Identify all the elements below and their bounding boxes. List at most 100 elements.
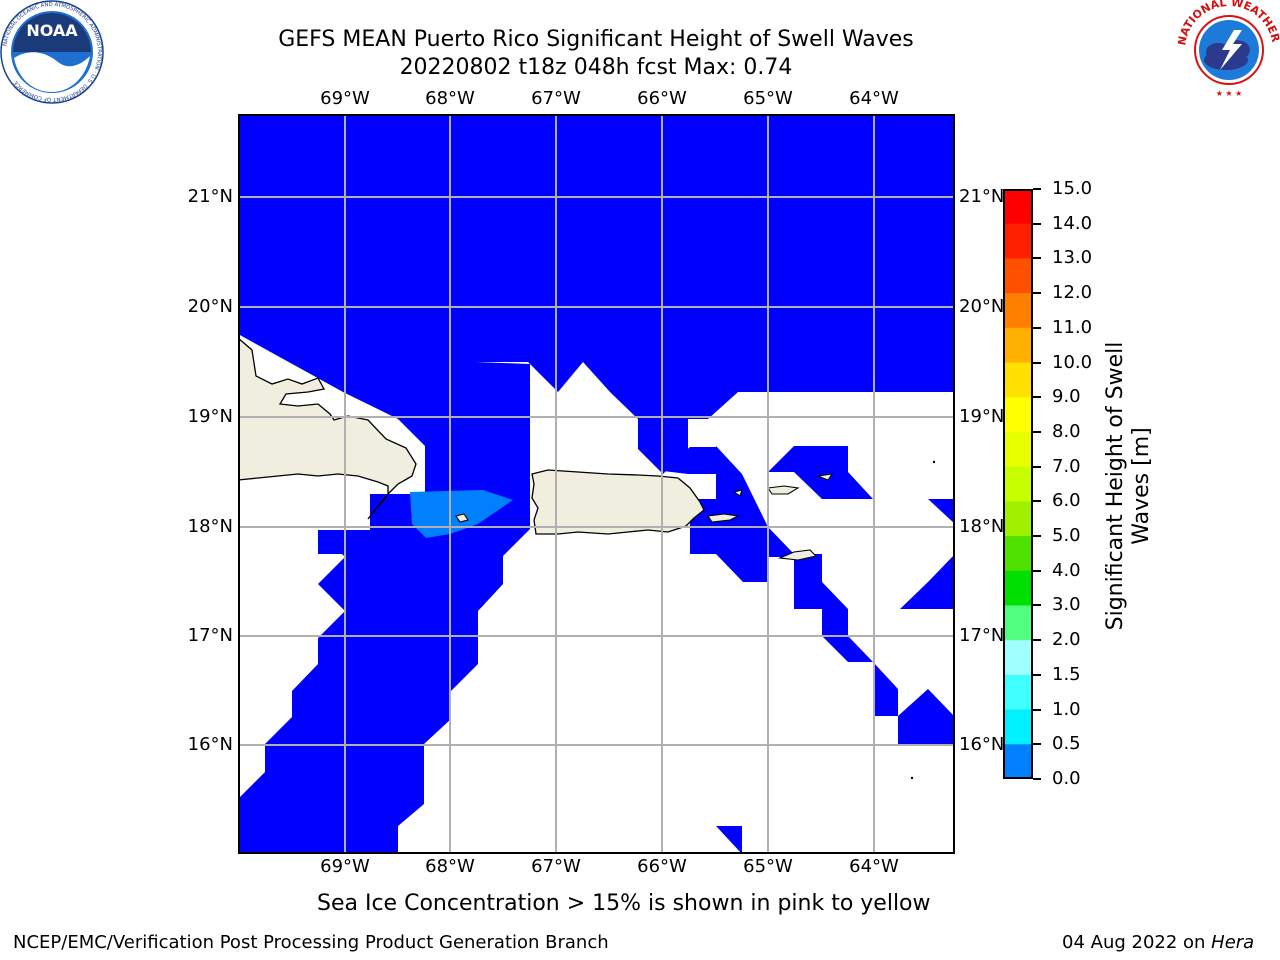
colorbar-swatch [1003,258,1033,294]
colorbar-swatch [1003,466,1033,502]
noaa-logo-text: NOAA [26,21,78,40]
land-puerto-rico [531,469,705,535]
lat-tick-left: 18°N [187,516,233,537]
noaa-logo-icon: NOAA NATIONAL OCEANIC AND ATMOSPHERIC AD… [0,0,104,104]
chart-title-line1: GEFS MEAN Puerto Rico Significant Height… [278,27,914,52]
colorbar-swatch [1003,640,1033,676]
colorbar-label: 15.0 [1052,178,1093,199]
colorbar-label: 6.0 [1052,490,1081,512]
colorbar-swatch [1003,189,1033,225]
lat-tick-right: 20°N [959,296,1005,317]
colorbar-tick [1033,778,1041,780]
colorbar-swatch [1003,223,1033,259]
footer-date: 04 Aug 2022 on Hera [1062,932,1255,953]
colorbar-label: 7.0 [1052,455,1081,477]
lat-tick-right: 17°N [959,625,1005,646]
svg-text:★ ★ ★: ★ ★ ★ [1216,89,1243,98]
colorbar-swatch [1003,744,1033,779]
colorbar-swatch [1003,431,1033,468]
land-st-croix [777,549,818,561]
colorbar-tick [1033,639,1041,642]
colorbar-label: 0.0 [1052,768,1081,789]
colorbar-tick [1033,188,1041,190]
colorbar-label: 4.0 [1052,559,1081,581]
colorbar-tick [1033,500,1041,503]
colorbar-label: 12.0 [1052,282,1093,304]
colorbar-label: 1.0 [1052,698,1081,720]
colorbar-label: 11.0 [1052,316,1093,338]
land-virgin-islands [767,485,800,495]
lat-tick-left: 20°N [187,296,233,317]
colorbar-tick [1033,569,1041,572]
colorbar-label: 10.0 [1052,351,1093,373]
colorbar-label: 3.0 [1052,594,1081,616]
colorbar-label: 9.0 [1052,386,1081,408]
lon-tick-bottom: 65°W [743,856,793,877]
lon-tick-bottom: 64°W [849,856,899,877]
lon-tick-top: 65°W [743,88,793,109]
lat-tick-left: 16°N [187,734,233,755]
colorbar-swatch [1003,709,1033,745]
map-grid [238,114,955,854]
chart-title-line2: 20220802 t18z 048h fcst Max: 0.74 [399,55,793,80]
colorbar-title-line1: Significant Height of Swell [1103,341,1128,631]
land-anegada [815,473,834,481]
land-culebra [732,489,743,497]
colorbar-swatch [1003,501,1033,537]
swell-field-east-2 [768,446,873,499]
land-vieques [707,513,740,523]
colorbar-swatch [1003,362,1033,398]
lon-tick-bottom: 69°W [320,856,370,877]
colorbar-swatch [1003,397,1033,433]
map-frame [238,114,955,854]
colorbar-label: 2.0 [1052,629,1081,651]
lon-tick-top: 66°W [637,88,687,109]
colorbar-tick [1033,222,1041,225]
colorbar-swatch [1003,674,1033,711]
colorbar-title-line2: Waves [m] [1129,427,1154,545]
lat-tick-right: 21°N [959,186,1005,207]
swell-field-east-4 [900,499,955,609]
lon-tick-bottom: 66°W [637,856,687,877]
nws-logo-icon: NATIONAL WEATHER SERVICE ★ ★ ★ [1178,0,1280,99]
colorbar-tick [1033,430,1041,433]
colorbar-tick [1033,326,1041,329]
swell-field-east-3 [822,636,955,744]
colorbar-swatch [1003,536,1033,572]
map-panel [238,114,955,854]
colorbar-title: Significant Height of Swell Waves [m] [1103,321,1155,651]
colorbar-tick [1033,673,1041,676]
colorbar-tick [1033,743,1041,746]
colorbar-tick [1033,396,1041,399]
colorbar-swatches [1003,189,1033,779]
footer-host: Hera [1211,932,1255,953]
colorbar-swatch [1003,293,1033,329]
colorbar-tick [1033,465,1041,468]
colorbar-swatch [1003,570,1033,606]
colorbar [1003,189,1033,779]
colorbar-tick [1033,604,1041,607]
lat-tick-left: 19°N [187,406,233,427]
colorbar-tick [1033,361,1041,364]
colorbar-frame [1003,189,1033,779]
colorbar-swatch [1003,605,1033,641]
swell-field-north [238,114,955,854]
colorbar-label: 5.0 [1052,525,1081,547]
swell-field-south-patch [716,826,742,854]
colorbar-tick [1033,292,1041,295]
lon-tick-bottom: 68°W [425,856,475,877]
lat-tick-right: 18°N [959,516,1005,537]
lat-tick-right: 19°N [959,406,1005,427]
colorbar-label: 0.5 [1052,733,1081,755]
colorbar-label: 14.0 [1052,212,1093,234]
lon-tick-top: 64°W [849,88,899,109]
colorbar-label: 1.5 [1052,663,1081,685]
colorbar-swatch [1003,327,1033,364]
colorbar-label: 13.0 [1052,247,1093,269]
sea-ice-note: Sea Ice Concentration > 15% is shown in … [317,891,931,916]
colorbar-tick [1033,257,1041,260]
land-mona-island [455,513,469,523]
lat-tick-right: 16°N [959,734,1005,755]
lon-tick-bottom: 67°W [531,856,581,877]
colorbar-tick [1033,708,1041,711]
